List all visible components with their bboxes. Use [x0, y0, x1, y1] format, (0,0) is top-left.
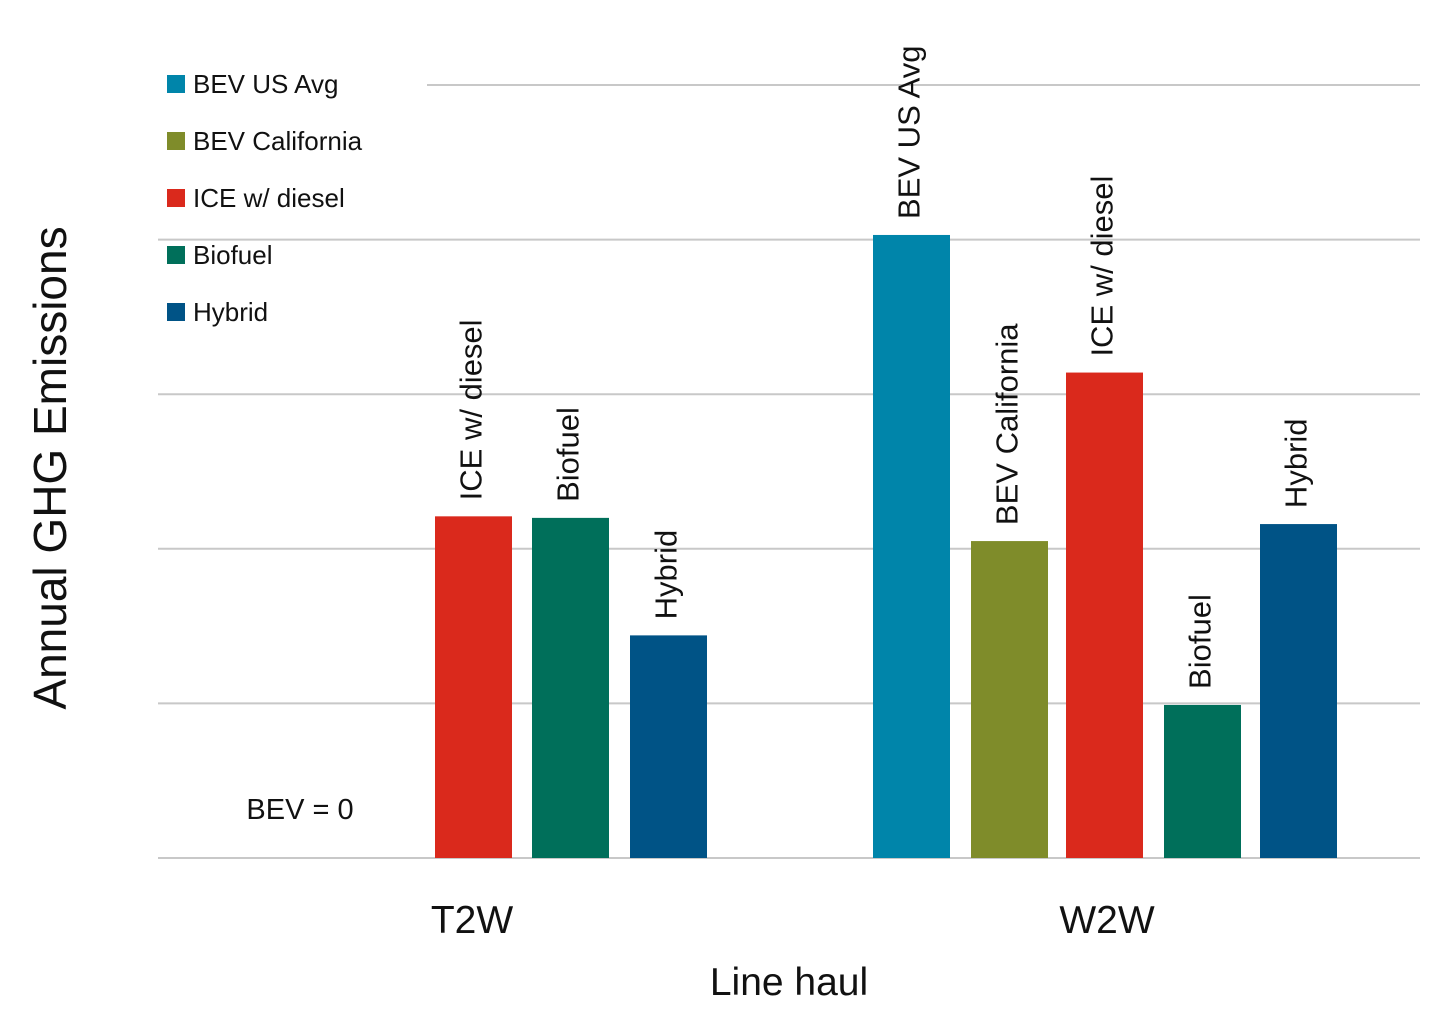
bar-label-w2w-bev-us-avg: BEV US Avg [892, 45, 927, 218]
bar-label-t2w-biofuel: Biofuel [551, 407, 586, 502]
legend-swatch-ice-w-diesel [167, 189, 185, 207]
legend-swatch-bev-california [167, 132, 185, 150]
bar-label-t2w-hybrid: Hybrid [649, 530, 684, 620]
bars [435, 234, 1337, 858]
x-category-label-t2w: T2W [431, 899, 514, 942]
x-axis-title: Line haul [710, 961, 868, 1004]
legend-label-bev-us-avg: BEV US Avg [193, 69, 339, 99]
bar-t2w-biofuel [532, 517, 609, 858]
bar-w2w-ice-w-diesel [1066, 372, 1143, 858]
bar-label-w2w-biofuel: Biofuel [1183, 594, 1218, 689]
bar-w2w-bev-us-avg [873, 234, 950, 858]
legend: BEV US Avg BEV California ICE w/ diesel Bio… [167, 69, 363, 327]
bar-labels: ICE w/ diesel Biofuel Hybrid BEV US Avg BEV … [454, 45, 1314, 688]
legend-label-ice-w-diesel: ICE w/ diesel [193, 183, 345, 213]
legend-label-biofuel: Biofuel [193, 240, 273, 270]
bar-label-w2w-ice-w-diesel: ICE w/ diesel [1085, 176, 1120, 357]
y-axis-title: Annual GHG Emissions [24, 226, 76, 709]
bar-label-t2w-ice-w-diesel: ICE w/ diesel [454, 319, 489, 500]
bar-w2w-bev-california [971, 541, 1048, 858]
bar-t2w-hybrid [630, 635, 707, 858]
legend-label-hybrid: Hybrid [193, 297, 268, 327]
bar-t2w-ice-w-diesel [435, 516, 512, 858]
legend-label-bev-california: BEV California [193, 126, 363, 156]
annotation-bev-zero: BEV = 0 [246, 794, 353, 826]
legend-swatch-hybrid [167, 303, 185, 321]
bar-label-w2w-hybrid: Hybrid [1279, 418, 1314, 508]
legend-swatch-biofuel [167, 246, 185, 264]
bar-w2w-hybrid [1260, 524, 1337, 858]
bar-w2w-biofuel [1164, 704, 1241, 858]
bar-label-w2w-bev-california: BEV California [990, 323, 1025, 525]
legend-swatch-bev-us-avg [167, 75, 185, 93]
x-category-label-w2w: W2W [1059, 899, 1155, 942]
